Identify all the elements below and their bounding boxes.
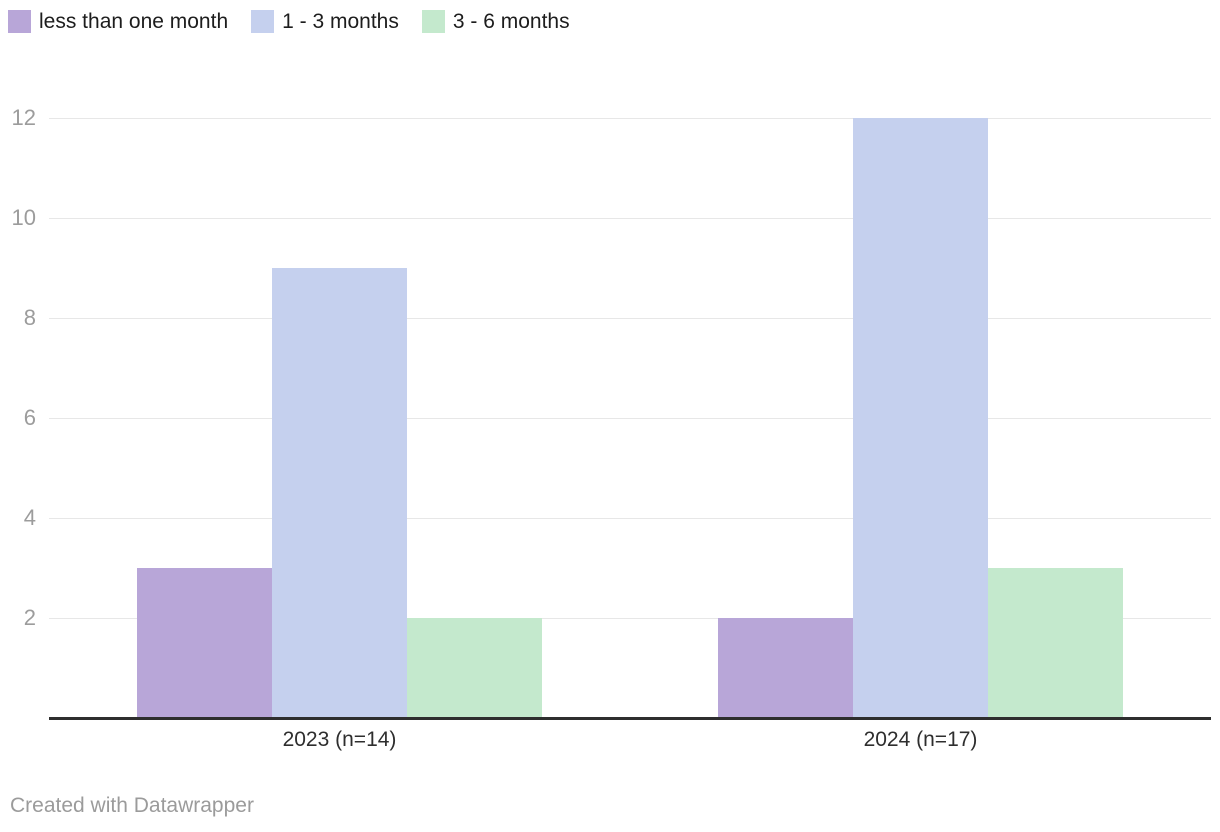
bar <box>137 568 272 718</box>
bar <box>988 568 1123 718</box>
gridline <box>49 118 1211 119</box>
legend-item-label: less than one month <box>39 10 229 33</box>
legend-swatch <box>251 10 275 33</box>
gridline <box>49 518 1211 519</box>
legend-item: 1 - 3 months <box>251 10 399 33</box>
bar <box>853 118 988 718</box>
legend-item-label: 1 - 3 months <box>282 10 399 33</box>
legend-swatch <box>8 10 31 33</box>
y-tick-label: 10 <box>11 205 36 230</box>
y-tick-label: 8 <box>23 305 36 330</box>
bar <box>407 618 542 718</box>
gridline <box>49 418 1211 419</box>
legend-item-label: 3 - 6 months <box>452 10 570 33</box>
credit-text: Created with Datawrapper <box>10 794 254 817</box>
legend-item: 3 - 6 months <box>421 10 570 33</box>
category-label: 2023 (n=14) <box>282 728 397 751</box>
y-tick-label: 4 <box>23 505 36 530</box>
category-label: 2024 (n=17) <box>863 728 978 751</box>
gridline <box>49 218 1211 219</box>
y-tick-label: 2 <box>23 605 36 630</box>
legend: less than one month 1 - 3 months 3 - 6 mon… <box>8 10 570 33</box>
y-tick-label: 6 <box>23 405 36 430</box>
gridline <box>49 318 1211 319</box>
legend-swatch <box>421 10 445 33</box>
bar <box>718 618 853 718</box>
bar <box>272 268 407 718</box>
gridline <box>49 618 1211 619</box>
x-axis-line <box>49 717 1211 720</box>
y-tick-label: 12 <box>11 105 36 130</box>
legend-item: less than one month <box>8 10 228 33</box>
